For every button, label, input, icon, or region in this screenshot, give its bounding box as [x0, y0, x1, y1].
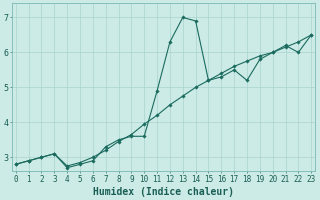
X-axis label: Humidex (Indice chaleur): Humidex (Indice chaleur): [93, 186, 234, 197]
